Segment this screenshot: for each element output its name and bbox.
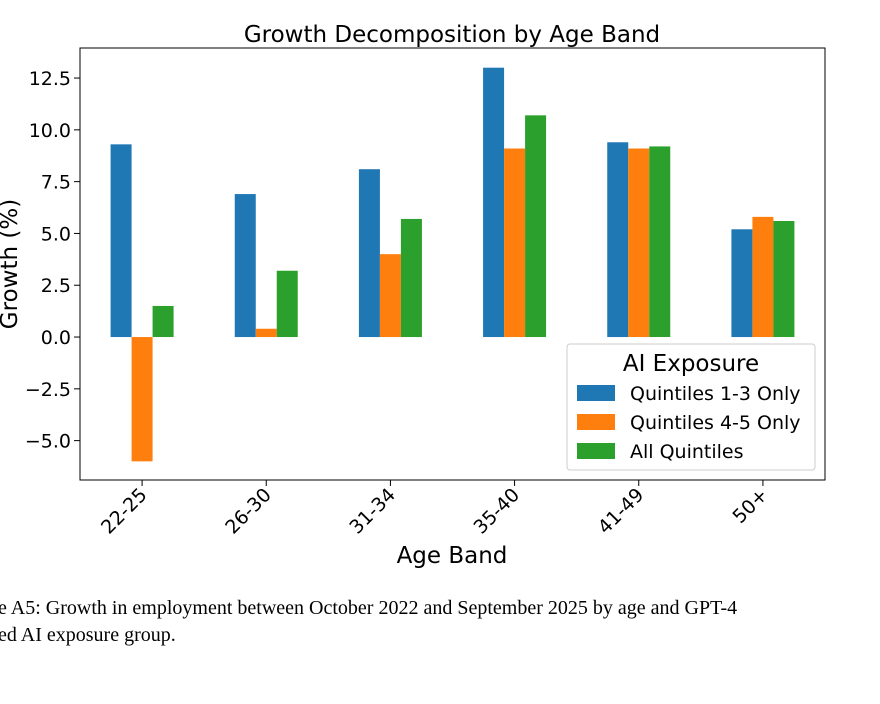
bar [255,328,277,338]
x-tick-label: 26-30 [221,484,276,539]
bar [607,142,629,338]
y-tick-label: 10.0 [29,120,71,142]
bar [773,221,795,338]
bar [358,169,380,338]
bar [525,115,547,338]
x-tick-label: 41-49 [594,484,649,539]
legend-box [566,343,816,471]
y-tick-label: 7.5 [41,172,71,194]
bar [131,337,153,462]
y-tick-label: −2.5 [25,379,71,401]
bar [504,148,526,338]
bar [152,305,174,338]
x-tick-label: 31-34 [345,484,400,539]
bar [379,254,401,338]
bar [752,216,774,338]
plot-frame [79,47,826,481]
y-tick-label: 12.5 [29,68,71,90]
y-tick-label: 2.5 [41,275,71,297]
bar [628,148,650,338]
legend-title: AI Exposure [623,351,759,377]
legend-swatch [577,385,615,401]
legend-label: Quintiles 1-3 Only [630,383,801,405]
bar [483,67,505,338]
x-axis-label: Age Band [397,543,508,569]
x-tick-label: 35-40 [470,484,525,539]
bar [110,144,132,338]
legend-swatch [577,414,615,430]
chart-title: Growth Decomposition by Age Band [244,22,660,48]
x-tick-label: 50+ [729,484,773,528]
caption-line: ed AI exposure group. [0,624,176,646]
x-tick-label: 22-25 [97,484,152,539]
caption-line: e A5: Growth in employment between Octob… [0,597,737,619]
bar [731,229,753,338]
bar [276,270,298,338]
bar [649,146,671,338]
bar [400,218,422,338]
y-axis-label: Growth (%) [0,199,23,329]
legend-label: All Quintiles [630,441,744,463]
legend-label: Quintiles 4-5 Only [630,412,801,434]
bar [234,194,256,338]
y-tick-label: 0.0 [41,327,71,349]
y-tick-label: 5.0 [41,223,71,245]
y-tick-label: −5.0 [25,431,71,453]
legend-swatch [577,443,615,459]
